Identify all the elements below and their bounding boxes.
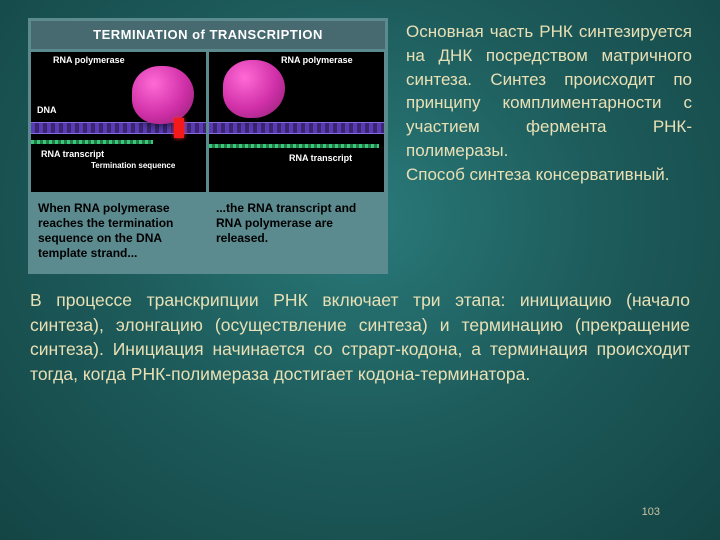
rna-transcript-icon — [31, 140, 153, 144]
figure-captions: When RNA polymerase reaches the terminat… — [31, 196, 385, 271]
polymerase-icon — [223, 60, 285, 118]
rna-transcript-icon — [209, 144, 379, 148]
page-number: 103 — [642, 506, 660, 518]
caption-right: ...the RNA transcript and RNA polymerase… — [209, 196, 384, 271]
figure-title: TERMINATION of TRANSCRIPTION — [93, 27, 323, 42]
label-rna: RNA transcript — [41, 150, 104, 160]
paragraph-2: Способ синтеза консервативный. — [406, 163, 692, 187]
panel-left: RNA polymerase DNA RNA transcript Termin… — [31, 52, 206, 192]
panel-right: RNA polymerase RNA transcript — [209, 52, 384, 192]
paragraph-1: Основная часть РНК синтезируется на ДНК … — [406, 20, 692, 163]
label-polymerase: RNA polymerase — [53, 56, 125, 66]
top-row: TERMINATION of TRANSCRIPTION RNA polymer… — [28, 18, 692, 274]
figure-title-bar: TERMINATION of TRANSCRIPTION — [31, 21, 385, 49]
label-termination: Termination sequence — [91, 162, 175, 171]
figure-panels: RNA polymerase DNA RNA transcript Termin… — [31, 52, 385, 192]
bottom-paragraph: В процессе транскрипции РНК включает три… — [28, 288, 692, 386]
dna-strand-icon — [209, 122, 384, 134]
label-polymerase: RNA polymerase — [281, 56, 353, 66]
slide: TERMINATION of TRANSCRIPTION RNA polymer… — [0, 0, 720, 540]
label-rna: RNA transcript — [289, 154, 352, 164]
label-dna: DNA — [37, 106, 57, 116]
polymerase-icon — [132, 66, 194, 124]
termination-figure: TERMINATION of TRANSCRIPTION RNA polymer… — [28, 18, 388, 274]
termination-sequence-icon — [174, 118, 184, 138]
caption-left: When RNA polymerase reaches the terminat… — [31, 196, 206, 271]
side-paragraph: Основная часть РНК синтезируется на ДНК … — [402, 18, 692, 274]
